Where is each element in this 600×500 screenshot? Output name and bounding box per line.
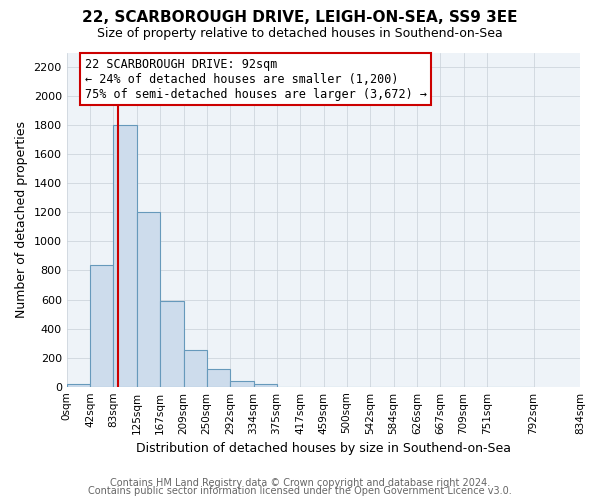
X-axis label: Distribution of detached houses by size in Southend-on-Sea: Distribution of detached houses by size … <box>136 442 511 455</box>
Bar <box>184 350 206 387</box>
Bar <box>137 212 160 386</box>
Text: 22, SCARBOROUGH DRIVE, LEIGH-ON-SEA, SS9 3EE: 22, SCARBOROUGH DRIVE, LEIGH-ON-SEA, SS9… <box>82 10 518 25</box>
Bar <box>160 301 184 386</box>
Bar <box>67 384 90 386</box>
Bar <box>90 264 113 386</box>
Bar <box>254 384 277 386</box>
Bar <box>206 369 230 386</box>
Text: Contains public sector information licensed under the Open Government Licence v3: Contains public sector information licen… <box>88 486 512 496</box>
Text: 22 SCARBOROUGH DRIVE: 92sqm
← 24% of detached houses are smaller (1,200)
75% of : 22 SCARBOROUGH DRIVE: 92sqm ← 24% of det… <box>85 58 427 100</box>
Bar <box>230 381 254 386</box>
Text: Contains HM Land Registry data © Crown copyright and database right 2024.: Contains HM Land Registry data © Crown c… <box>110 478 490 488</box>
Y-axis label: Number of detached properties: Number of detached properties <box>15 121 28 318</box>
Text: Size of property relative to detached houses in Southend-on-Sea: Size of property relative to detached ho… <box>97 28 503 40</box>
Bar <box>113 125 137 386</box>
